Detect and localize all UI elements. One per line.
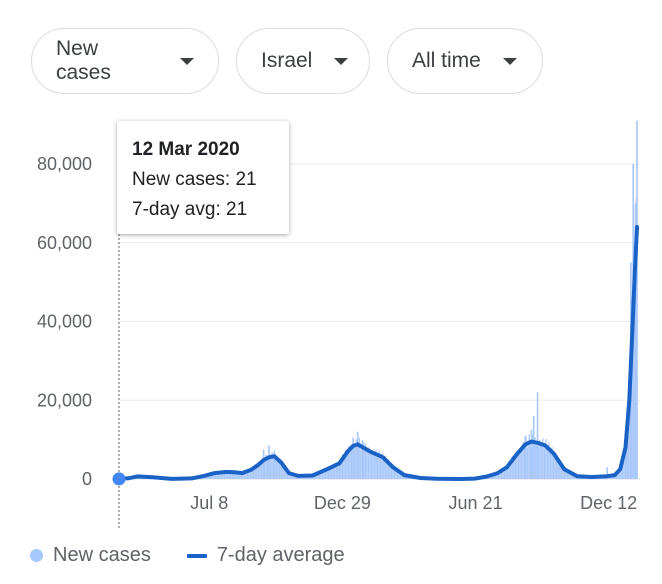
new-cases-bars <box>124 198 637 479</box>
metric-dropdown[interactable]: New cases <box>31 28 219 94</box>
region-dropdown[interactable]: Israel <box>236 28 370 94</box>
y-tick-label: 0 <box>82 469 92 489</box>
cases-chart[interactable]: 0 20,000 40,000 60,000 80,000 Jul 8 Dec 29 Jun… <box>0 0 662 540</box>
tooltip-new-cases: New cases: 21 <box>132 169 257 190</box>
y-tick-label: 20,000 <box>37 390 92 410</box>
new-cases-spikes <box>262 120 638 479</box>
chart-legend: New cases 7-day average <box>30 544 345 567</box>
average-legend-icon <box>186 553 207 558</box>
new-cases-legend-icon <box>30 549 43 562</box>
hover-point <box>112 472 126 486</box>
tooltip-date: 12 Mar 2020 <box>132 139 240 160</box>
caret-down-icon <box>334 57 349 65</box>
y-axis-labels: 0 20,000 40,000 60,000 80,000 <box>37 154 92 489</box>
legend-new-cases-label: New cases <box>53 544 151 566</box>
filter-bar: New cases Israel All time <box>31 28 543 94</box>
y-tick-label: 60,000 <box>37 233 92 253</box>
time-range-dropdown[interactable]: All time <box>387 28 543 94</box>
caret-down-icon <box>502 57 517 65</box>
x-tick-label: Dec 29 <box>314 493 371 513</box>
x-tick-label: Jul 8 <box>190 493 228 513</box>
x-tick-label: Dec 12 <box>580 493 637 513</box>
y-tick-label: 80,000 <box>37 154 92 174</box>
seven-day-average-line <box>117 225 639 481</box>
y-tick-label: 40,000 <box>37 312 92 332</box>
x-tick-label: Jun 21 <box>449 493 503 513</box>
caret-down-icon <box>180 57 194 65</box>
x-axis-labels: Jul 8 Dec 29 Jun 21 Dec 12 <box>190 493 637 513</box>
legend-average-label: 7-day average <box>216 544 345 566</box>
tooltip-average: 7-day avg: 21 <box>132 199 248 220</box>
new-cases-area <box>119 227 637 479</box>
chart-tooltip: 12 Mar 2020 New cases: 21 7-day avg: 21 <box>117 121 289 234</box>
region-dropdown-label: Israel <box>261 49 313 72</box>
metric-dropdown-label: New cases <box>56 37 111 84</box>
time-range-dropdown-label: All time <box>412 49 481 72</box>
